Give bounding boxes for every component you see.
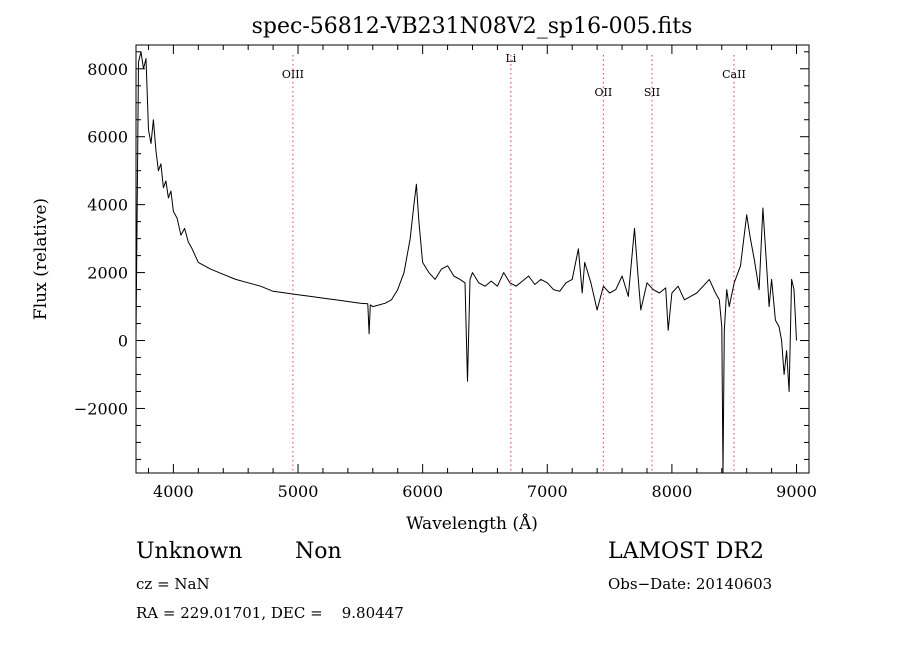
x-tick-label: 7000	[527, 482, 568, 501]
x-tick-label: 9000	[776, 482, 817, 501]
spectrum-line	[135, 51, 797, 474]
object-subclass: Non	[295, 539, 342, 564]
x-tick-label: 4000	[153, 482, 194, 501]
x-axis-label: Wavelength (Å)	[406, 513, 538, 534]
spectral-line-label: OIII	[282, 68, 304, 81]
x-tick-label: 6000	[402, 482, 443, 501]
chart-title: spec-56812-VB231N08V2_sp16-005.fits	[252, 14, 693, 39]
y-tick-label: 6000	[87, 128, 128, 147]
spectral-line-label: CaII	[722, 68, 746, 81]
y-axis-label: Flux (relative)	[31, 198, 51, 320]
spectral-line-label: SII	[644, 86, 660, 99]
y-tick-label: 0	[118, 332, 128, 351]
survey-name: LAMOST DR2	[608, 539, 764, 564]
redshift-cz: cz = NaN	[136, 575, 210, 593]
y-tick-label: 4000	[87, 196, 128, 215]
y-tick-label: −2000	[74, 399, 128, 418]
observation-date: Obs−Date: 20140603	[608, 575, 773, 593]
object-class: Unknown	[136, 539, 243, 564]
x-tick-label: 8000	[652, 482, 693, 501]
plot-frame	[135, 44, 810, 474]
y-tick-label: 2000	[87, 264, 128, 283]
ra-dec-coordinates: RA = 229.01701, DEC = 9.80447	[136, 604, 404, 622]
y-tick-label: 8000	[87, 60, 128, 79]
spectral-line-label: Li	[505, 52, 516, 65]
spectral-line-label: OII	[595, 86, 613, 99]
x-tick-label: 5000	[278, 482, 319, 501]
